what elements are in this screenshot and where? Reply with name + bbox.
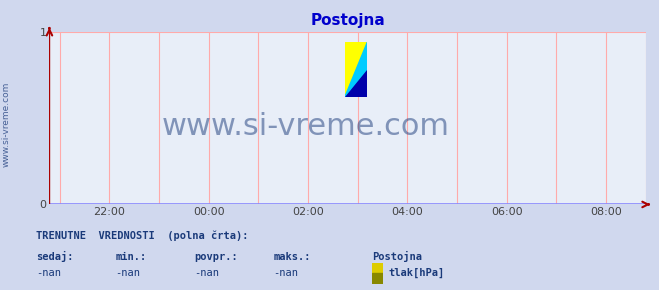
Bar: [372, 273, 383, 284]
Text: -nan: -nan: [194, 268, 219, 278]
Polygon shape: [345, 42, 367, 97]
Polygon shape: [345, 70, 367, 97]
Text: tlak[hPa]: tlak[hPa]: [389, 268, 445, 278]
Text: -nan: -nan: [36, 268, 61, 278]
Text: povpr.:: povpr.:: [194, 251, 238, 262]
Title: Postojna: Postojna: [310, 13, 385, 28]
Text: -nan: -nan: [273, 268, 299, 278]
Text: maks.:: maks.:: [273, 251, 311, 262]
Text: sedaj:: sedaj:: [36, 251, 74, 262]
Text: TRENUTNE  VREDNOSTI  (polna črta):: TRENUTNE VREDNOSTI (polna črta):: [36, 231, 248, 241]
Text: min.:: min.:: [115, 251, 146, 262]
Polygon shape: [345, 42, 367, 97]
Bar: [372, 263, 383, 273]
Text: Postojna: Postojna: [372, 251, 422, 262]
Text: www.si-vreme.com: www.si-vreme.com: [162, 112, 450, 141]
Text: www.si-vreme.com: www.si-vreme.com: [2, 82, 11, 167]
Text: -nan: -nan: [115, 268, 140, 278]
